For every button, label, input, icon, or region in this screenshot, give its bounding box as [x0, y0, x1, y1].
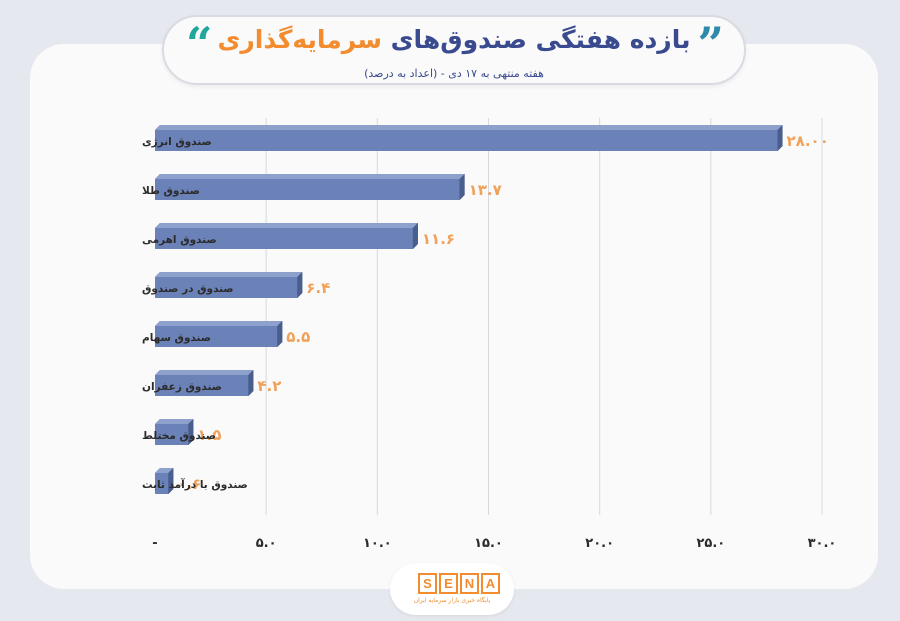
data-label: ۴.۲	[257, 377, 281, 395]
x-tick-label: ۲۵.۰	[696, 536, 725, 551]
bar-top	[155, 174, 465, 179]
sena-logo: S E N A پایگاه خبری بازار سرمایه ایران	[390, 563, 514, 615]
bar	[155, 424, 189, 445]
category-label: صندوق انرژی	[142, 136, 212, 148]
bar-top	[155, 125, 783, 130]
bar-top	[155, 321, 283, 326]
x-tick-label: ۳۰.۰	[808, 536, 837, 551]
bar-top	[155, 419, 194, 424]
data-label: ۱۳.۷	[469, 181, 502, 199]
data-label: ۰.۶	[177, 475, 201, 493]
bar-top	[155, 223, 418, 228]
x-tick-label: -	[152, 536, 157, 551]
logo-letters: S E N A	[418, 573, 500, 594]
category-label: صندوق اهرمی	[142, 234, 217, 246]
logo-letter: A	[481, 573, 500, 594]
quote-open-icon: “	[186, 17, 213, 71]
data-label: ۲۸.۰۰	[787, 132, 829, 150]
title-main: بازده هفتگی صندوق‌های	[390, 25, 691, 54]
bar-top	[155, 272, 303, 277]
data-label: ۶.۴	[306, 279, 330, 297]
bar	[155, 228, 413, 249]
x-tick-label: ۱۵.۰	[474, 536, 503, 551]
category-label: صندوق مختلط	[142, 430, 216, 442]
logo-letter: S	[418, 573, 437, 594]
bar-end	[248, 370, 254, 396]
category-label: صندوق طلا	[142, 185, 200, 197]
bar	[155, 277, 298, 298]
quote-close-icon: ”	[697, 17, 724, 71]
bar	[155, 130, 778, 151]
bar-end	[297, 272, 303, 298]
title-accent: سرمایه‌گذاری	[217, 25, 382, 54]
bar	[155, 473, 169, 494]
category-label: صندوق زعفران	[142, 381, 222, 393]
data-label: ۵.۵	[286, 328, 310, 346]
bar	[155, 375, 249, 396]
bar-end	[168, 468, 174, 494]
x-tick-label: ۲۰.۰	[585, 536, 614, 551]
x-tick-label: ۵.۰	[256, 536, 277, 551]
bar-end	[277, 321, 283, 347]
category-label: صندوق سهام	[142, 332, 211, 344]
bar-top	[155, 370, 254, 375]
bar-end	[777, 125, 783, 151]
bar	[155, 326, 278, 347]
x-tick-label: ۱۰.۰	[363, 536, 392, 551]
logo-letter: N	[460, 573, 479, 594]
bar-top	[155, 468, 174, 473]
page-title: بازده هفتگی صندوق‌های سرمایه‌گذاری	[164, 25, 744, 54]
bar-end	[412, 223, 418, 249]
subtitle: هفته منتهی به ۱۷ دی - (اعداد به درصد)	[364, 67, 544, 80]
bar-end	[459, 174, 465, 200]
category-label: صندوق در صندوق	[142, 283, 234, 295]
bar-end	[188, 419, 194, 445]
data-label: ۱.۵	[197, 426, 221, 444]
bar	[155, 179, 460, 200]
logo-tagline: پایگاه خبری بازار سرمایه ایران	[413, 597, 491, 604]
category-label: صندوق با درآمد ثابت	[142, 478, 248, 491]
logo-letter: E	[439, 573, 458, 594]
data-label: ۱۱.۶	[422, 230, 455, 248]
title-banner: “ ” بازده هفتگی صندوق‌های سرمایه‌گذاری ه…	[162, 15, 746, 85]
